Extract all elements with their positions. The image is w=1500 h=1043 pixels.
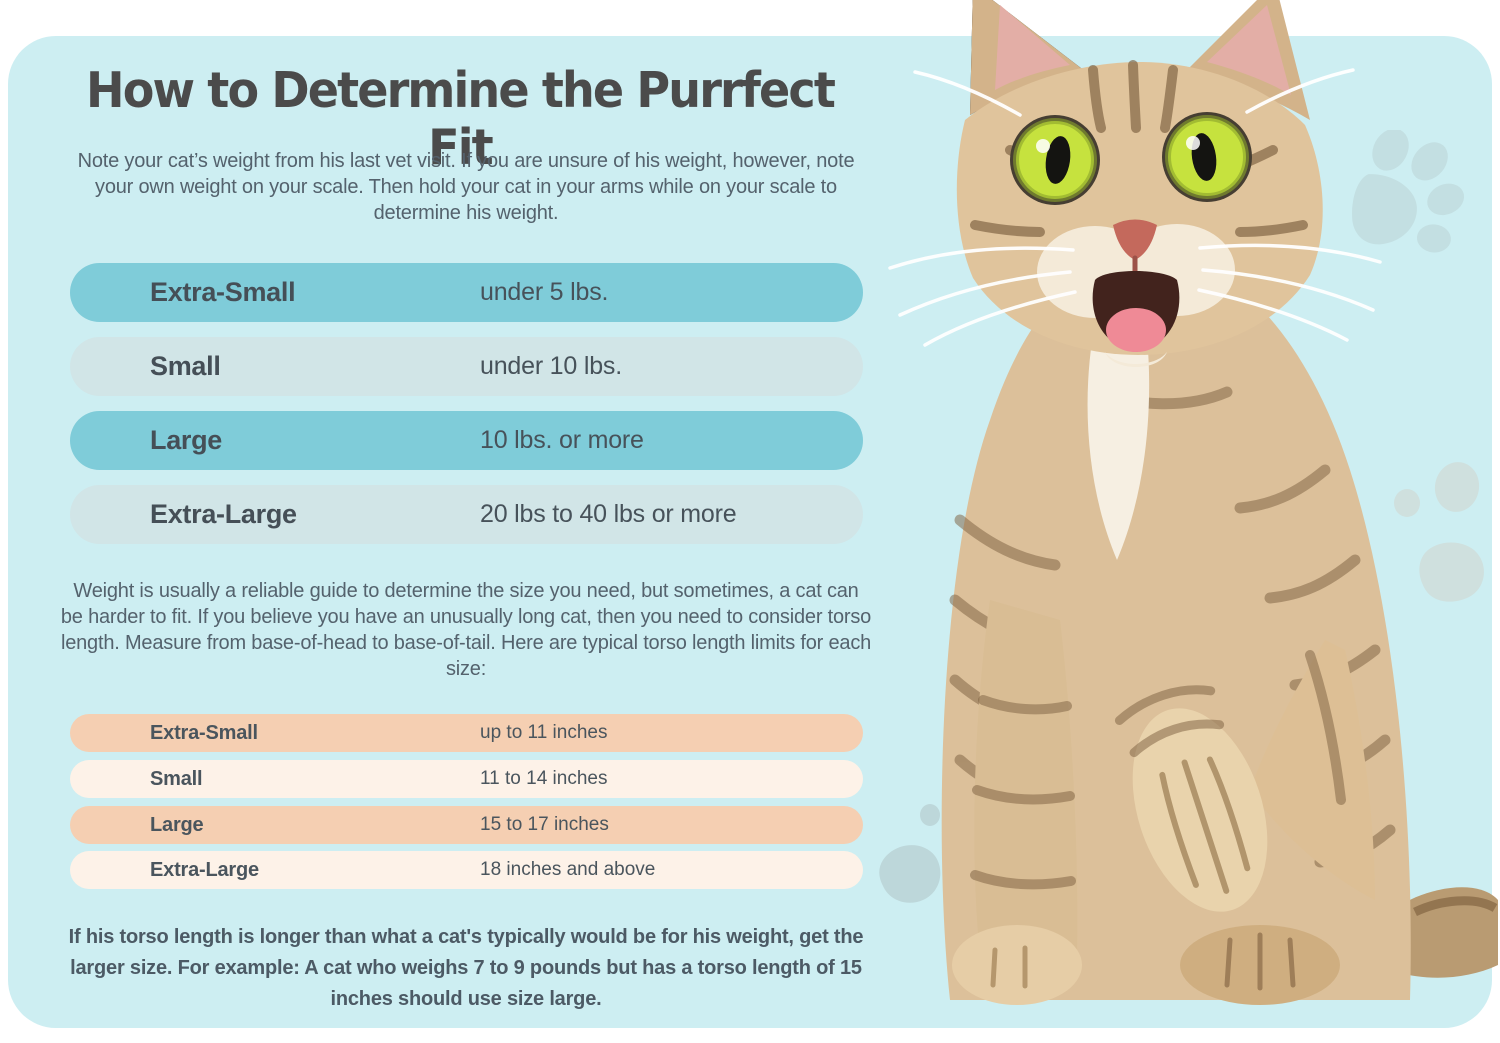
row-value: under 5 lbs. <box>480 278 609 306</box>
row-label: Extra-Large <box>150 858 259 881</box>
row-label: Large <box>150 813 204 836</box>
row-value: 15 to 17 inches <box>480 814 609 835</box>
table-row: Small 11 to 14 inches <box>70 760 863 798</box>
table-row: Small under 10 lbs. <box>70 337 863 396</box>
row-label: Extra-Small <box>150 277 296 307</box>
table-row: Extra-Large 18 inches and above <box>70 851 863 889</box>
paw-print-icon <box>1352 130 1465 253</box>
footer-note: If his torso length is longer than what … <box>68 926 864 1010</box>
row-value: 10 lbs. or more <box>480 426 644 454</box>
row-label: Small <box>150 767 203 790</box>
row-value: 11 to 14 inches <box>480 768 608 789</box>
table-row: Large 10 lbs. or more <box>70 411 863 470</box>
torso-paragraph: Weight is usually a reliable guide to de… <box>60 580 872 680</box>
paw-print-icon <box>1394 462 1484 602</box>
table-row: Extra-Large 20 lbs to 40 lbs or more <box>70 485 863 544</box>
row-label: Small <box>150 351 221 381</box>
table-row: Extra-Small up to 11 inches <box>70 714 863 752</box>
cat-photo <box>855 0 1500 1030</box>
row-value: up to 11 inches <box>480 722 608 743</box>
row-value: 18 inches and above <box>480 859 656 880</box>
intro-paragraph: Note your cat’s weight from his last vet… <box>77 150 855 224</box>
row-label: Extra-Large <box>150 499 297 529</box>
row-value: 20 lbs to 40 lbs or more <box>480 500 737 528</box>
table-row: Large 15 to 17 inches <box>70 806 863 844</box>
table-row: Extra-Small under 5 lbs. <box>70 263 863 322</box>
row-label: Extra-Small <box>150 721 258 744</box>
page-title: How to Determine the Purrfect Fit <box>86 62 836 176</box>
row-value: under 10 lbs. <box>480 352 622 380</box>
row-label: Large <box>150 425 223 455</box>
